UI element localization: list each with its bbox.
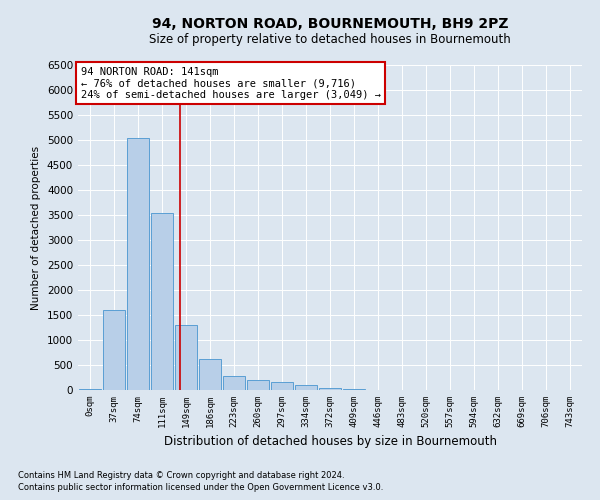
Bar xyxy=(103,310,125,390)
Bar xyxy=(151,212,173,390)
Bar xyxy=(271,382,293,390)
Bar xyxy=(319,388,341,390)
Text: 94, NORTON ROAD, BOURNEMOUTH, BH9 2PZ: 94, NORTON ROAD, BOURNEMOUTH, BH9 2PZ xyxy=(152,18,508,32)
Text: 94 NORTON ROAD: 141sqm
← 76% of detached houses are smaller (9,716)
24% of semi-: 94 NORTON ROAD: 141sqm ← 76% of detached… xyxy=(80,66,380,100)
Bar xyxy=(127,138,149,390)
Bar xyxy=(295,384,317,390)
Bar xyxy=(79,389,101,390)
Y-axis label: Number of detached properties: Number of detached properties xyxy=(31,146,41,310)
Bar xyxy=(247,380,269,390)
Bar xyxy=(343,388,365,390)
Text: Contains HM Land Registry data © Crown copyright and database right 2024.: Contains HM Land Registry data © Crown c… xyxy=(18,471,344,480)
X-axis label: Distribution of detached houses by size in Bournemouth: Distribution of detached houses by size … xyxy=(163,436,497,448)
Text: Size of property relative to detached houses in Bournemouth: Size of property relative to detached ho… xyxy=(149,32,511,46)
Text: Contains public sector information licensed under the Open Government Licence v3: Contains public sector information licen… xyxy=(18,484,383,492)
Bar xyxy=(199,359,221,390)
Bar xyxy=(223,376,245,390)
Bar xyxy=(175,325,197,390)
